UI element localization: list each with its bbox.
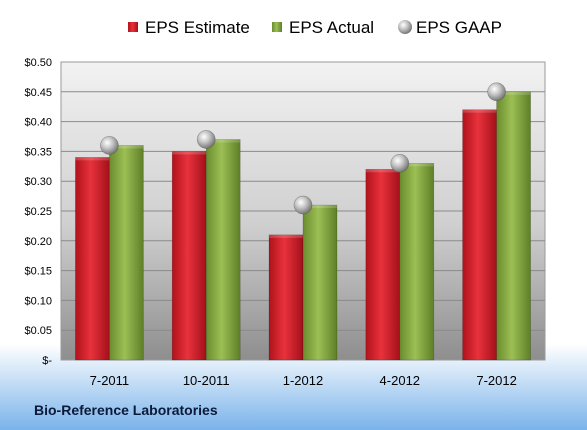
bar-highlight	[365, 169, 400, 173]
bar-highlight	[399, 163, 434, 167]
x-tick-label: 1-2012	[283, 373, 323, 388]
y-tick-label: $0.30	[24, 176, 52, 188]
eps-gaap-marker	[293, 195, 313, 215]
legend-swatch	[272, 22, 282, 32]
eps-estimate-bar	[365, 168, 401, 361]
y-tick-label: $-	[42, 355, 52, 367]
bar-highlight	[462, 109, 497, 113]
legend-label: EPS Estimate	[145, 18, 250, 37]
legend-marker	[398, 20, 412, 34]
eps-estimate-bar	[268, 234, 304, 361]
gaap-markers	[100, 82, 506, 215]
bar-highlight	[75, 157, 110, 161]
eps-actual-bar	[399, 163, 435, 361]
eps-actual-bar	[205, 139, 241, 361]
bar-highlight	[496, 91, 531, 95]
bar-highlight	[109, 145, 144, 149]
eps-estimate-bar	[462, 109, 497, 361]
y-tick-label: $0.50	[24, 57, 52, 69]
eps-estimate-bar	[75, 157, 110, 361]
x-tick-label: 4-2012	[380, 373, 420, 388]
eps-estimate-bar	[171, 151, 207, 361]
y-tick-label: $0.10	[24, 295, 52, 307]
x-tick-label: 7-2012	[476, 373, 516, 388]
eps-gaap-marker	[487, 82, 506, 102]
y-tick-label: $0.25	[24, 206, 52, 218]
x-tick-label: 10-2011	[183, 373, 230, 388]
legend-swatch	[128, 22, 138, 32]
company-name: Bio-Reference Laboratories	[34, 402, 218, 418]
bars	[75, 91, 531, 361]
bar-highlight	[206, 139, 241, 143]
bar-highlight	[269, 234, 303, 238]
y-axis-labels: $- $0.05 $0.10 $0.15 $0.20 $0.25 $0.30 $0.35 $0.…	[24, 57, 52, 367]
eps-gaap-marker	[196, 130, 216, 149]
legend: EPS Estimate EPS Actual EPS GAAP	[128, 18, 502, 37]
eps-actual-bar	[109, 145, 144, 361]
y-tick-label: $0.20	[24, 236, 52, 248]
y-tick-label: $0.05	[24, 325, 52, 337]
legend-label: EPS Actual	[289, 18, 374, 37]
eps-actual-bar	[302, 204, 338, 361]
y-tick-label: $0.40	[24, 117, 52, 129]
eps-gaap-marker	[390, 154, 410, 173]
bar-highlight	[303, 205, 337, 209]
y-tick-label: $0.15	[24, 266, 52, 278]
eps-actual-bar	[496, 91, 531, 361]
eps-gaap-marker	[100, 136, 119, 155]
x-tick-label: 7-2011	[90, 373, 130, 388]
y-tick-label: $0.45	[24, 87, 52, 99]
bar-highlight	[172, 151, 207, 155]
legend-label: EPS GAAP	[416, 18, 502, 37]
y-tick-label: $0.35	[24, 146, 52, 158]
x-axis-labels: 7-2011 10-2011 1-2012 4-2012 7-2012	[90, 373, 517, 388]
